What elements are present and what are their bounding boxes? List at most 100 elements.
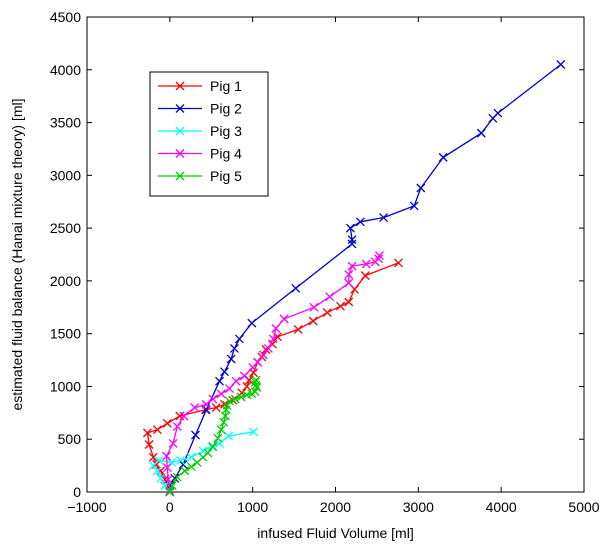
data-point xyxy=(152,466,162,476)
data-point xyxy=(215,376,224,386)
x-tick-label: 0 xyxy=(166,499,174,515)
legend-label: Pig 3 xyxy=(210,123,242,139)
data-point xyxy=(220,367,229,377)
x-axis-label: infused Fluid Volume [ml] xyxy=(257,525,413,541)
series-layer xyxy=(143,60,566,497)
data-point xyxy=(172,472,182,482)
data-point xyxy=(239,371,249,381)
data-point xyxy=(203,448,213,458)
data-point xyxy=(179,411,189,421)
data-point xyxy=(253,357,263,367)
series-line xyxy=(146,262,399,493)
data-point xyxy=(229,343,239,353)
data-point xyxy=(208,442,218,452)
legend-swatch-marker xyxy=(175,149,185,158)
data-point xyxy=(263,343,273,353)
data-point xyxy=(236,392,246,402)
legend-swatch-marker xyxy=(175,81,185,91)
data-point xyxy=(345,223,355,233)
x-tick-label: 3000 xyxy=(403,499,434,515)
data-point xyxy=(180,466,190,476)
legend-swatch-marker xyxy=(175,104,185,113)
data-point xyxy=(190,403,200,413)
y-tick-label: 3500 xyxy=(50,115,81,131)
data-point xyxy=(249,427,258,437)
data-point xyxy=(360,271,370,281)
legend-label: Pig 1 xyxy=(210,78,242,94)
data-point xyxy=(493,108,503,118)
data-point xyxy=(234,334,244,344)
data-point xyxy=(271,323,281,333)
data-point xyxy=(219,417,229,427)
data-point xyxy=(178,460,188,470)
data-point xyxy=(163,474,173,484)
x-tick-label: −1000 xyxy=(67,499,107,515)
data-point xyxy=(344,278,354,288)
data-point xyxy=(247,318,257,328)
data-point xyxy=(231,376,241,386)
data-point xyxy=(226,354,236,364)
data-point xyxy=(374,251,384,261)
y-axis-label: estimated fluid balance (Hanai mixture t… xyxy=(9,98,25,410)
legend-label: Pig 5 xyxy=(210,168,242,184)
data-point xyxy=(224,431,234,441)
series-line xyxy=(169,63,562,487)
series-2 xyxy=(165,60,566,491)
data-point xyxy=(191,430,200,440)
data-point xyxy=(393,258,403,268)
axes: −1000 0 1000 2000 3000 4000 500005001000150020… xyxy=(50,9,600,515)
data-point xyxy=(347,235,357,245)
y-tick-label: 500 xyxy=(58,431,82,447)
y-tick-label: 4500 xyxy=(50,9,81,25)
data-point xyxy=(336,301,345,311)
data-point xyxy=(279,314,289,324)
legend: Pig 1 Pig 2 Pig 3 Pig 4 Pig 5 xyxy=(149,71,269,197)
data-point xyxy=(201,399,211,409)
data-point xyxy=(251,375,261,385)
data-point xyxy=(165,487,175,497)
data-point xyxy=(309,302,319,312)
y-tick-label: 1000 xyxy=(50,378,81,394)
data-point xyxy=(374,254,384,264)
data-point xyxy=(162,463,172,473)
x-tick-label: 5000 xyxy=(568,499,599,515)
data-point xyxy=(322,308,332,318)
data-point xyxy=(344,270,354,280)
data-point xyxy=(143,428,152,438)
data-point xyxy=(168,438,178,448)
data-point xyxy=(154,455,164,465)
series-3 xyxy=(148,427,258,496)
x-tick-label: 1000 xyxy=(237,499,268,515)
data-point xyxy=(416,183,426,193)
data-point xyxy=(409,201,419,211)
data-point xyxy=(347,261,357,271)
series-4 xyxy=(162,251,384,496)
data-point xyxy=(379,213,389,223)
y-tick-label: 3000 xyxy=(50,167,81,183)
data-point xyxy=(308,316,318,326)
data-point xyxy=(211,403,221,413)
series-5 xyxy=(165,375,262,497)
x-tick-label: 2000 xyxy=(320,499,351,515)
data-point xyxy=(186,462,196,472)
data-point xyxy=(556,60,566,69)
data-point xyxy=(225,396,234,406)
data-point xyxy=(198,446,208,456)
data-point xyxy=(144,440,154,449)
y-tick-label: 2500 xyxy=(50,220,81,236)
data-point xyxy=(361,259,371,269)
data-point xyxy=(222,400,232,410)
legend-swatch-marker xyxy=(175,126,185,136)
y-tick-label: 0 xyxy=(73,484,81,500)
data-point xyxy=(225,384,234,394)
legend-swatch-marker xyxy=(175,171,185,181)
data-point xyxy=(325,292,335,302)
data-point xyxy=(148,452,158,462)
data-point xyxy=(152,425,162,435)
data-point xyxy=(258,350,268,360)
data-point xyxy=(344,297,354,307)
data-point xyxy=(230,394,240,404)
data-point xyxy=(208,394,218,404)
series-line xyxy=(169,379,258,493)
data-point xyxy=(156,473,166,483)
